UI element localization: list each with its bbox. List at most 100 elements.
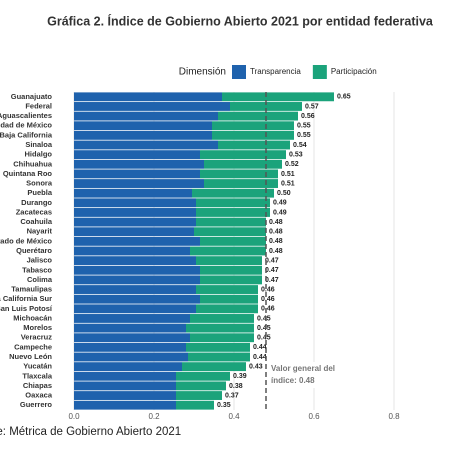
bar-segment — [74, 188, 192, 198]
bar-segment — [186, 342, 250, 352]
source: Fuente: Métrica de Gobierno Abierto 2021 — [0, 426, 181, 438]
bar-segment — [188, 352, 250, 362]
annotation: índice: 0.48 — [271, 376, 315, 385]
total-label: 0.45 — [257, 325, 271, 332]
bar-segment — [192, 188, 274, 198]
bar-segment — [204, 159, 282, 169]
bar-segment — [74, 275, 200, 285]
total-label: 0.56 — [301, 113, 315, 120]
y-tick-label: Quintana Roo — [3, 169, 53, 178]
bar-segment — [74, 236, 200, 246]
bar-segment — [74, 333, 190, 343]
bar-segment — [74, 227, 194, 237]
y-tick-label: Tamaulipas — [11, 285, 52, 294]
y-tick-label: Federal — [25, 101, 52, 110]
bar-segment — [74, 111, 218, 121]
y-tick-label: Sinaloa — [25, 140, 53, 149]
y-tick-label: Colima — [27, 275, 53, 284]
bar-segment — [74, 265, 200, 275]
bar-segment — [74, 391, 176, 400]
bar-segment — [222, 92, 334, 102]
total-label: 0.39 — [233, 373, 247, 380]
y-tick-label: Ciudad de México — [0, 121, 52, 130]
bar-segment — [74, 352, 188, 362]
bar-segment — [74, 102, 230, 111]
legend-swatch — [312, 65, 327, 79]
bar-segment — [176, 400, 214, 410]
bar-segment — [200, 265, 262, 275]
x-tick-label: 0.6 — [308, 412, 320, 421]
bar-segment — [176, 371, 230, 381]
bar-segment — [190, 246, 266, 256]
bar-segment — [74, 140, 218, 150]
y-tick-label: Morelos — [23, 323, 52, 332]
bar-segment — [74, 381, 176, 391]
y-tick-label: Baja California Sur — [0, 294, 52, 303]
legend-title: Dimensión — [179, 67, 226, 78]
y-tick-label: Yucatán — [23, 362, 52, 371]
x-tick-label: 0.8 — [388, 412, 400, 421]
bar-segment — [74, 304, 196, 314]
legend-swatch — [232, 65, 246, 79]
bar-segment — [74, 314, 190, 323]
y-tick-label: Jalisco — [27, 256, 53, 265]
y-tick-label: Zacatecas — [16, 207, 52, 216]
y-tick-label: Chiapas — [23, 381, 52, 390]
bar-segment — [212, 121, 294, 131]
total-label: 0.46 — [261, 306, 275, 313]
y-tick-label: Michoacán — [13, 313, 52, 322]
y-tick-label: Campeche — [14, 342, 52, 351]
total-label: 0.48 — [269, 219, 283, 226]
y-tick-label: San Luis Potosí — [0, 304, 53, 313]
total-label: 0.45 — [257, 315, 271, 322]
bar-segment — [200, 169, 278, 179]
total-label: 0.52 — [285, 161, 299, 168]
total-label: 0.46 — [261, 296, 275, 303]
bar-segment — [196, 217, 266, 227]
annotation: Valor general del — [271, 364, 335, 373]
bar-segment — [200, 150, 286, 160]
total-label: 0.48 — [269, 229, 283, 236]
y-tick-label: Querétaro — [16, 246, 52, 255]
total-label: 0.55 — [297, 132, 311, 139]
bar-segment — [74, 217, 196, 227]
y-tick-label: Estado de México — [0, 236, 52, 245]
bar-segment — [196, 304, 258, 314]
total-label: 0.43 — [249, 363, 263, 370]
bar-segment — [176, 381, 226, 391]
y-tick-label: Coahuila — [20, 217, 52, 226]
x-tick-label: 0.0 — [68, 412, 80, 421]
annotation-background — [269, 362, 335, 388]
bar-segment — [196, 256, 262, 266]
total-label: 0.49 — [273, 209, 287, 216]
bar-segment — [74, 198, 196, 208]
y-tick-label: Hidalgo — [25, 150, 53, 159]
total-label: 0.44 — [253, 344, 267, 351]
bar-segment — [200, 294, 258, 304]
y-tick-label: Puebla — [27, 188, 52, 197]
total-label: 0.38 — [229, 383, 243, 390]
x-tick-label: 0.2 — [148, 412, 160, 421]
y-tick-label: Guerrero — [20, 400, 53, 409]
bar-segment — [74, 121, 212, 131]
bar-segment — [186, 323, 254, 333]
bar-segment — [218, 111, 298, 121]
y-tick-label: Aguascalientes — [0, 111, 52, 120]
bar-segment — [182, 362, 246, 372]
bar-segment — [74, 400, 176, 410]
y-tick-label: Nuevo León — [9, 352, 52, 361]
bar-segment — [230, 102, 302, 111]
total-label: 0.45 — [257, 335, 271, 342]
y-tick-label: Sonora — [26, 179, 53, 188]
bar-segment — [74, 256, 196, 266]
total-label: 0.47 — [265, 267, 279, 274]
legend-label: Transparencia — [250, 67, 301, 76]
bar-segment — [74, 159, 204, 169]
total-label: 0.50 — [277, 190, 291, 197]
bar-segment — [196, 208, 270, 217]
bar-segment — [74, 285, 196, 294]
total-label: 0.44 — [253, 354, 267, 361]
bar-segment — [74, 362, 182, 372]
y-tick-label: Nayarit — [27, 227, 53, 236]
